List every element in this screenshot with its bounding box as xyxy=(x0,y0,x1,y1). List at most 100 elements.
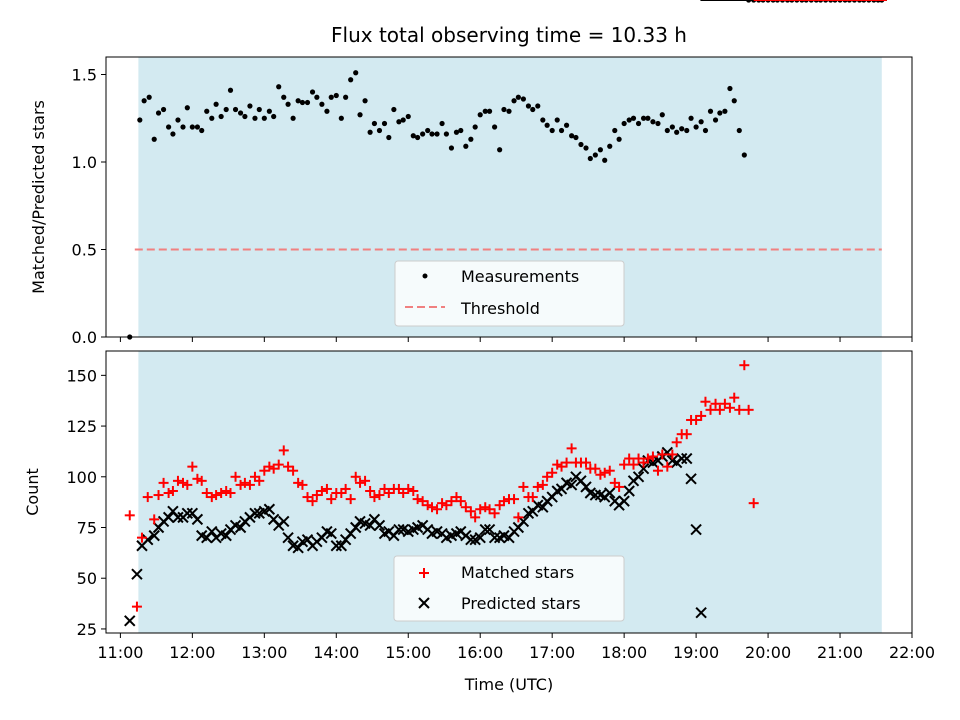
bottom-axes-frame xyxy=(105,350,913,634)
predicted-point xyxy=(580,481,592,493)
measurement-point xyxy=(722,108,728,114)
matched-point xyxy=(662,461,673,472)
measurement-point xyxy=(597,147,603,153)
measurement-point xyxy=(199,127,205,134)
measurement-point xyxy=(391,106,397,113)
predicted-point xyxy=(124,615,136,627)
y-tick-label: 75 xyxy=(77,519,97,538)
matched-point xyxy=(273,459,284,470)
matched-point xyxy=(518,481,529,492)
predicted-point xyxy=(676,452,688,465)
measurement-point xyxy=(343,94,349,100)
predicted-point xyxy=(335,540,348,552)
measurement-point xyxy=(453,129,460,135)
matched-point xyxy=(196,475,207,486)
y-tick-label: 1.0 xyxy=(72,153,97,172)
measurement-point xyxy=(410,133,416,139)
measurement-point xyxy=(650,119,656,125)
matched-point xyxy=(201,488,212,499)
predicted-point xyxy=(330,540,342,552)
matched-point xyxy=(470,512,481,523)
y-tick-label: 25 xyxy=(77,620,97,639)
predicted-point xyxy=(191,513,204,526)
x-tick-label: 16:00 xyxy=(457,643,503,662)
matched-point xyxy=(489,508,500,519)
measurement-point xyxy=(477,112,483,118)
matched-point xyxy=(498,496,509,507)
measurement-point xyxy=(338,115,344,121)
measurement-point xyxy=(189,124,195,130)
matched-point xyxy=(172,475,183,486)
matched-point xyxy=(705,404,716,415)
predicted-point xyxy=(263,503,276,515)
measurement-point xyxy=(400,117,406,123)
predicted-point xyxy=(637,462,650,475)
measurement-point xyxy=(698,119,704,125)
matched-point xyxy=(383,488,394,499)
matched-point xyxy=(432,504,443,515)
predicted-point xyxy=(695,607,707,619)
measurement-point xyxy=(386,134,392,141)
matched-point xyxy=(739,360,750,371)
measurement-point xyxy=(463,143,469,149)
matched-point xyxy=(599,467,610,478)
matched-point xyxy=(671,437,682,448)
legend-matched-label: Matched stars xyxy=(461,563,574,582)
measurement-point xyxy=(285,101,291,107)
matched-point xyxy=(619,459,630,470)
y-tick-label: 1.5 xyxy=(72,66,97,85)
measurement-point xyxy=(319,101,325,107)
predicted-point xyxy=(292,542,304,554)
matched-point xyxy=(681,429,692,440)
predicted-point xyxy=(604,487,616,499)
predicted-point xyxy=(206,525,218,538)
measurement-point xyxy=(425,127,431,134)
measurement-point xyxy=(626,117,632,123)
predicted-point xyxy=(537,501,549,513)
predicted-point xyxy=(148,529,160,542)
measurement-point xyxy=(175,117,181,123)
measurement-point xyxy=(429,131,435,137)
matched-point xyxy=(345,494,356,505)
matched-point xyxy=(369,492,380,503)
predicted-point xyxy=(623,485,635,497)
measurement-point xyxy=(558,127,565,134)
measurement-point xyxy=(256,106,262,113)
measurement-point xyxy=(194,124,200,130)
measurement-point xyxy=(621,120,627,127)
matched-point xyxy=(581,457,592,468)
predicted-point xyxy=(142,533,154,546)
matched-point xyxy=(513,512,524,523)
measurement-point xyxy=(554,117,560,123)
matched-point xyxy=(561,457,572,468)
bottom-y-axis-label: Count xyxy=(23,468,42,516)
matched-point xyxy=(446,496,457,507)
measurement-point xyxy=(151,136,157,142)
measurement-point xyxy=(381,120,388,127)
measurement-point xyxy=(237,110,244,116)
matched-point xyxy=(131,601,142,612)
matched-point xyxy=(465,506,476,517)
measurement-point xyxy=(396,119,402,125)
x-tick-label: 21:00 xyxy=(817,643,863,662)
measurement-point xyxy=(209,115,215,121)
matched-point xyxy=(340,483,351,494)
legend-threshold-label: Threshold xyxy=(460,299,540,318)
matched-point xyxy=(187,461,198,472)
measurement-point xyxy=(309,89,316,95)
measurement-point xyxy=(281,94,287,100)
matched-point xyxy=(365,485,376,496)
top-axes-frame xyxy=(105,56,913,338)
measurement-point xyxy=(587,155,593,162)
matched-point xyxy=(700,396,711,407)
x-tick-label: 12:00 xyxy=(169,643,215,662)
matched-point xyxy=(537,479,548,490)
chart-title: Flux total observing time = 10.33 h xyxy=(331,23,687,47)
top-legend-box xyxy=(394,260,625,327)
matched-point xyxy=(182,479,193,490)
measurement-point xyxy=(141,98,147,104)
matched-point xyxy=(426,502,437,513)
matched-point xyxy=(455,496,466,507)
measurement-point xyxy=(511,98,517,104)
measurement-point xyxy=(497,147,503,153)
